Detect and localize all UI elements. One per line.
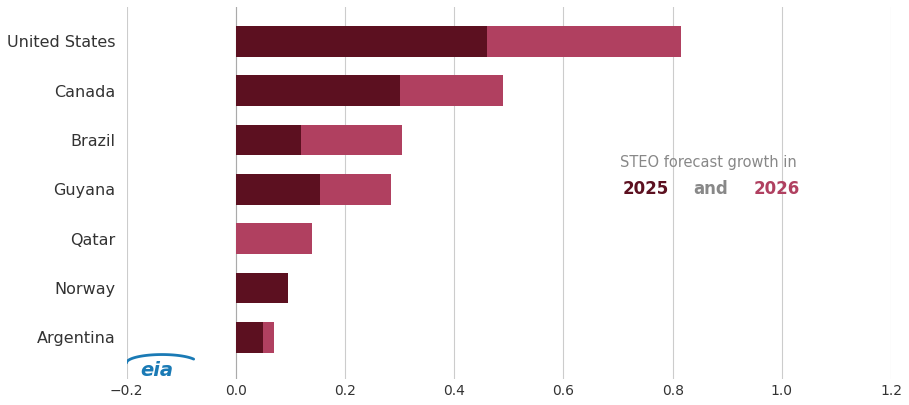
Bar [235, 125, 301, 156]
Text: 2026: 2026 [754, 180, 800, 198]
Bar [235, 322, 263, 353]
Bar [320, 174, 392, 205]
Bar [487, 26, 681, 57]
Text: 2025: 2025 [622, 180, 668, 198]
Text: STEO forecast growth in: STEO forecast growth in [620, 155, 796, 170]
Bar [400, 75, 504, 106]
Bar [235, 26, 487, 57]
Bar [235, 224, 312, 254]
Text: and: and [694, 180, 728, 198]
Bar [263, 322, 274, 353]
Bar [301, 125, 403, 156]
Bar [235, 174, 320, 205]
Bar [235, 75, 400, 106]
Bar [235, 273, 287, 303]
Text: eia: eia [140, 361, 174, 380]
